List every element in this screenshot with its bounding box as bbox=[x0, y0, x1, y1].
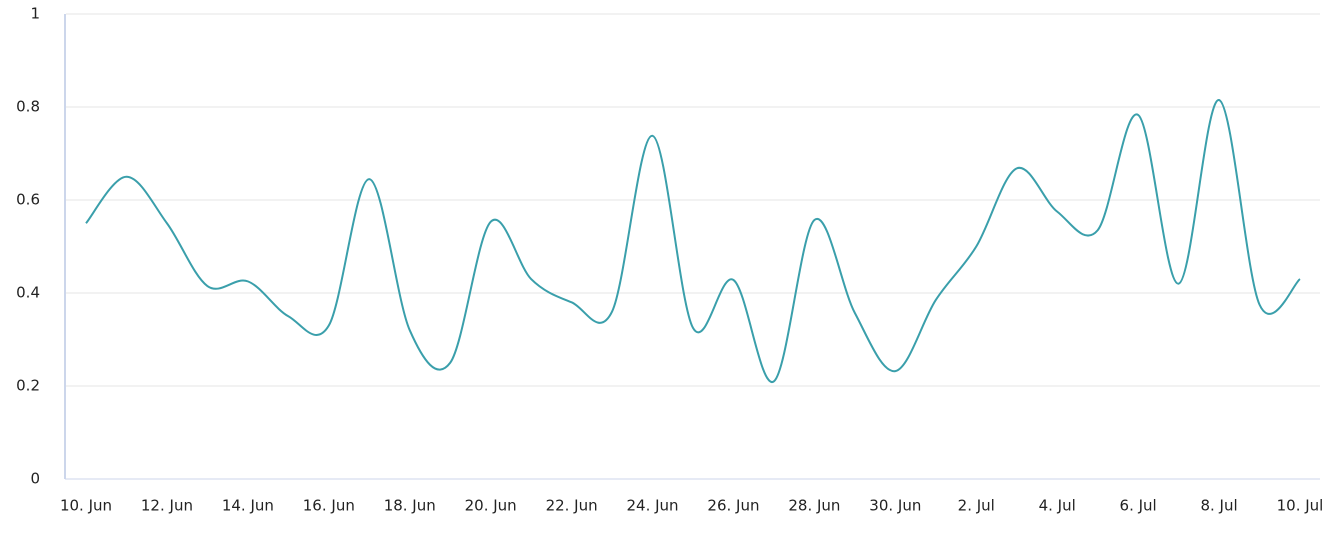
x-tick-label: 18. Jun bbox=[384, 497, 436, 515]
x-tick-label: 6. Jul bbox=[1120, 497, 1157, 515]
x-tick-label: 12. Jun bbox=[141, 497, 193, 515]
y-tick-label: 0.8 bbox=[16, 98, 40, 116]
x-tick-label: 16. Jun bbox=[303, 497, 355, 515]
x-tick-label: 20. Jun bbox=[465, 497, 517, 515]
y-tick-label: 0.6 bbox=[16, 191, 40, 209]
x-tick-label: 10. Jun bbox=[60, 497, 112, 515]
y-tick-label: 0.2 bbox=[16, 377, 40, 395]
y-tick-label: 0.4 bbox=[16, 284, 40, 302]
x-tick-label: 30. Jun bbox=[869, 497, 921, 515]
x-tick-label: 24. Jun bbox=[627, 497, 679, 515]
x-tick-label: 28. Jun bbox=[788, 497, 840, 515]
x-tick-label: 8. Jul bbox=[1200, 497, 1237, 515]
x-tick-label: 22. Jun bbox=[546, 497, 598, 515]
x-tick-label: 14. Jun bbox=[222, 497, 274, 515]
x-tick-label: 26. Jun bbox=[707, 497, 759, 515]
x-tick-label: 4. Jul bbox=[1039, 497, 1076, 515]
y-tick-label: 0 bbox=[30, 470, 40, 488]
x-tick-label: 2. Jul bbox=[958, 497, 995, 515]
x-tick-label: 10. Jul bbox=[1277, 497, 1324, 515]
line bbox=[85, 99, 1301, 383]
y-tick-label: 1 bbox=[30, 5, 40, 23]
